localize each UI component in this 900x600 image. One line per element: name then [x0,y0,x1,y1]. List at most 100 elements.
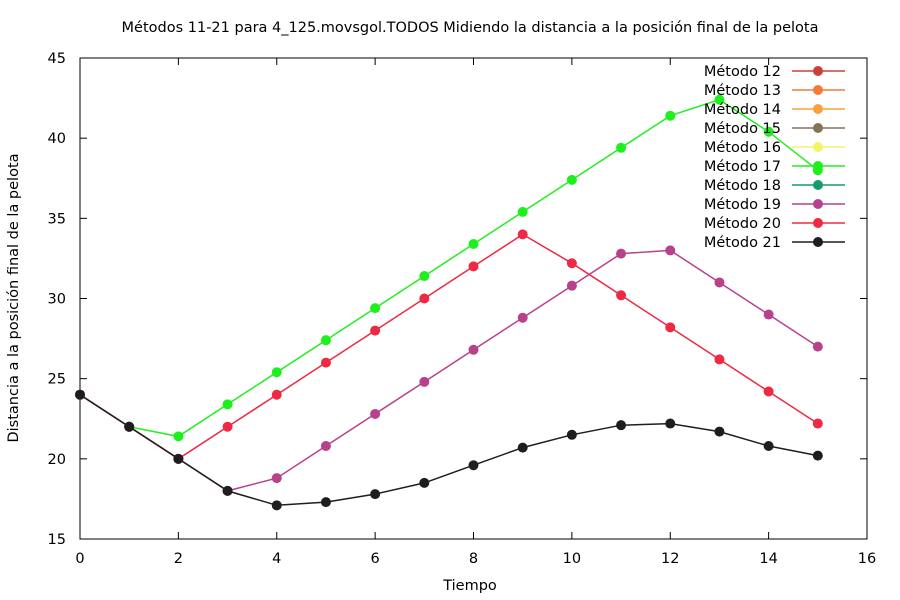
legend: Método 12 Método 13 Método 14 Método 15 Méto… [704,64,845,251]
data-point [763,386,774,397]
data-point [124,421,135,432]
data-point [616,420,627,431]
data-point [370,489,381,500]
y-tick-label: 40 [48,131,66,147]
data-point [665,245,676,256]
data-point [320,497,331,508]
data-point [468,238,479,249]
legend-swatch-marker [813,104,823,114]
x-tick-label: 12 [661,551,679,567]
legend-swatch-marker [813,66,823,76]
data-point [468,460,479,471]
data-point [517,312,528,323]
data-point [566,258,577,269]
data-point [370,303,381,314]
data-point [320,357,331,368]
data-point [173,431,184,442]
data-point [714,94,725,105]
legend-swatch-marker [813,237,823,247]
data-point [616,290,627,301]
data-point [714,426,725,437]
y-axis-label: Distancia a la posición final de la pelo… [6,153,22,442]
legend-swatch-marker [813,180,823,190]
data-point [517,206,528,217]
data-point [566,429,577,440]
data-point [812,450,823,461]
y-tick-label: 25 [48,372,66,388]
legend-swatch-marker [813,161,823,171]
x-tick-label: 8 [469,551,478,567]
data-point [566,280,577,291]
data-point [271,367,282,378]
data-point [665,418,676,429]
data-point [419,271,430,282]
data-point [763,441,774,452]
legend-swatch-marker [813,142,823,152]
data-point [222,399,233,410]
x-tick-label: 4 [272,551,281,567]
legend-label: Método 13 [704,83,781,99]
data-point [763,309,774,320]
y-tick-label: 30 [48,292,66,308]
legend-label: Método 17 [704,159,781,175]
data-point [173,453,184,464]
x-tick-label: 14 [759,551,777,567]
data-point [812,418,823,429]
series-6 [75,94,823,442]
data-point [763,126,774,137]
y-tick-label: 20 [48,452,66,468]
x-axis-label: Tiempo [442,578,497,594]
x-tick-label: 2 [174,551,183,567]
legend-label: Método 15 [704,121,781,137]
data-point [222,421,233,432]
legend-label: Método 18 [704,178,781,194]
legend-label: Método 16 [704,140,781,156]
data-point [517,442,528,453]
legend-label: Método 20 [704,216,781,232]
data-point [665,322,676,333]
data-point [419,293,430,304]
data-point [222,485,233,496]
series-10 [75,389,823,511]
data-point [566,174,577,185]
series-line [79,98,819,438]
series-line [79,394,818,507]
data-point [616,248,627,259]
data-point [271,500,282,511]
series-9 [75,229,823,464]
legend-swatch-marker [813,85,823,95]
data-point [517,229,528,240]
data-point [370,325,381,336]
series-line [79,249,819,492]
legend-swatch-marker [813,199,823,209]
data-point [665,110,676,121]
x-tick-label: 6 [371,551,380,567]
data-point [714,354,725,365]
plot-series [75,94,823,511]
data-point [320,335,331,346]
data-point [370,408,381,419]
data-point [812,341,823,352]
data-point [271,389,282,400]
y-tick-label: 45 [48,51,66,67]
x-tick-label: 0 [75,551,84,567]
data-point [616,142,627,153]
data-point [419,376,430,387]
legend-swatch-marker [813,123,823,133]
data-point [75,389,85,400]
data-point [271,473,282,484]
legend-swatch-marker [813,218,823,228]
series-line [79,233,819,460]
data-point [714,277,725,288]
data-point [468,344,479,355]
legend-label: Método 19 [704,197,781,213]
axes: 0 2 4 6 8 10 12 14 16 15 20 25 30 35 40 45 [48,51,877,567]
data-point [320,441,331,452]
data-point [468,261,479,272]
legend-label: Método 21 [704,235,781,251]
legend-label: Método 12 [704,64,781,80]
legend-label: Método 14 [704,102,781,118]
chart-title: Métodos 11-21 para 4_125.movsgol.TODOS M… [122,20,819,36]
x-tick-label: 16 [858,551,876,567]
